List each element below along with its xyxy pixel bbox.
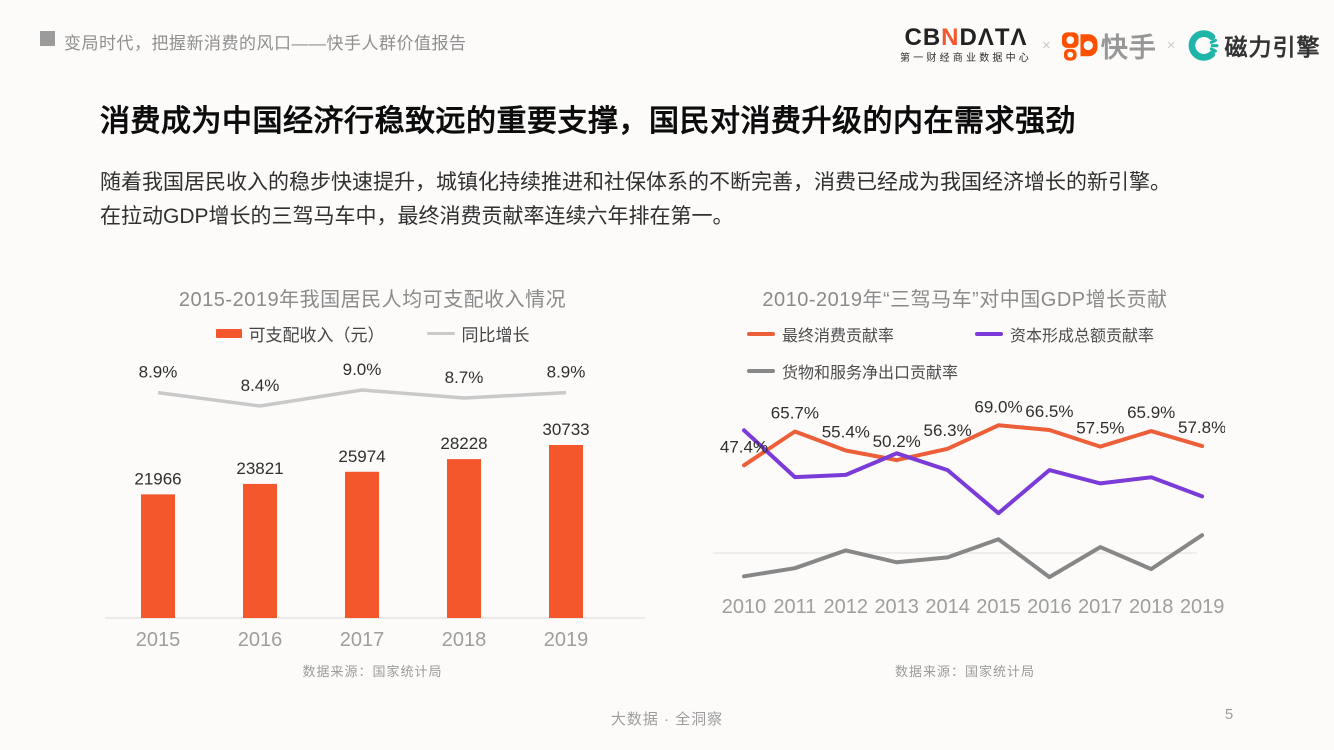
axis-year-label: 2019 <box>544 629 589 651</box>
cbndata-data: DΛTΛ <box>959 24 1028 51</box>
gdp-line-series-1 <box>742 428 1205 516</box>
cili-logo-icon <box>1188 29 1219 61</box>
section-marker-square <box>40 31 55 46</box>
legend-label: 资本形成总额贡献率 <box>1010 328 1155 345</box>
axis-year-label: 2018 <box>1129 596 1174 618</box>
consumption-value-label: 69.0% <box>974 397 1022 416</box>
bar-value-label: 25974 <box>338 447 385 466</box>
growth-value-label: 8.9% <box>547 363 586 382</box>
body-paragraph: 随着我国居民收入的稳步快速提升，城镇化持续推进和社保体系的不断完善，消费已经成为… <box>100 166 1260 234</box>
axis-year-label: 2019 <box>1180 596 1225 618</box>
axis-year-label: 2015 <box>136 629 181 651</box>
gdp-chart-legend: 最终消费贡献率 资本形成总额贡献率 货物和服务净出口贡献率 <box>747 322 1217 383</box>
line-swatch-icon <box>747 369 775 373</box>
kuaishou-logo: 快手 <box>1061 26 1157 65</box>
axis-year-label: 2016 <box>238 629 283 651</box>
bar-value-label: 28228 <box>440 434 487 453</box>
logo-row: CBNDΛTΛ 第一财经商业数据中心 × 快手 × <box>900 22 1321 68</box>
legend-label: 同比增长 <box>461 326 530 345</box>
consumption-value-label: 65.7% <box>771 403 819 422</box>
yoy-growth-line <box>157 388 567 408</box>
bar-value-label: 30733 <box>542 420 589 439</box>
footer-tagline: 大数据 · 全洞察 <box>610 711 724 728</box>
axis-year-label: 2017 <box>1078 596 1123 618</box>
legend-item-capital-formation: 资本形成总额贡献率 <box>975 322 1217 346</box>
growth-value-label: 8.9% <box>139 363 178 382</box>
legend-item-disposable-income: 可支配收入（元） <box>215 321 385 346</box>
axis-year-label: 2018 <box>442 629 487 651</box>
consumption-value-label: 47.4% <box>720 437 768 456</box>
report-title: 变局时代，把握新消费的风口——快手人群价值报告 <box>64 34 467 53</box>
axis-year-label: 2015 <box>976 596 1021 618</box>
bar-value-label: 21966 <box>134 469 181 488</box>
income-chart-title: 2015-2019年我国居民人均可支配收入情况 <box>178 289 567 311</box>
body-line-2: 在拉动GDP增长的三驾马车中，最终消费贡献率连续六年排在第一。 <box>100 205 734 228</box>
axis-year-label: 2013 <box>874 596 919 618</box>
body-line-1: 随着我国居民收入的稳步快速提升，城镇化持续推进和社保体系的不断完善，消费已经成为… <box>100 171 1171 194</box>
page-title: 消费成为中国经济行稳致远的重要支撑，国民对消费升级的内在需求强劲 <box>100 105 1076 138</box>
line-swatch-icon <box>975 332 1003 336</box>
income-chart-legend: 可支配收入（元） 同比增长 <box>95 321 650 346</box>
consumption-value-label: 66.5% <box>1025 402 1073 421</box>
consumption-value-label: 56.3% <box>923 421 971 440</box>
cbndata-logo: CBNDΛTΛ 第一财经商业数据中心 <box>900 26 1032 64</box>
line-swatch-icon <box>747 332 775 336</box>
axis-year-label: 2017 <box>340 629 385 651</box>
cbndata-cb: CB <box>904 24 942 51</box>
kuaishou-wordmark: 快手 <box>1100 32 1157 63</box>
income-bar-2015 <box>141 494 175 618</box>
consumption-value-label: 57.5% <box>1076 419 1124 438</box>
cbndata-subtitle: 第一财经商业数据中心 <box>900 53 1032 64</box>
line-swatch-icon <box>426 331 455 336</box>
growth-value-label: 9.0% <box>343 360 382 379</box>
growth-value-label: 8.7% <box>445 368 484 387</box>
axis-year-label: 2012 <box>824 596 869 618</box>
cbndata-wordmark: CBNDΛTΛ <box>904 26 1027 50</box>
income-bar-2017 <box>345 471 379 618</box>
axis-year-label: 2011 <box>773 596 816 618</box>
legend-item-consumption: 最终消费贡献率 <box>747 322 975 346</box>
axis-year-label: 2010 <box>722 596 767 618</box>
consumption-value-label: 65.9% <box>1127 403 1175 422</box>
income-bar-2018 <box>447 459 481 618</box>
legend-label: 可支配收入（元） <box>248 326 385 345</box>
multiply-separator: × <box>1166 36 1176 54</box>
gdp-chart-title: 2010-2019年“三驾马车”对中国GDP增长贡献 <box>762 289 1168 311</box>
income-bar-2016 <box>243 483 277 618</box>
consumption-value-label: 57.8% <box>1178 418 1225 437</box>
consumption-value-label: 50.2% <box>873 432 921 451</box>
kuaishou-logo-icon <box>1061 32 1098 61</box>
cili-wordmark: 磁力引擎 <box>1224 34 1321 60</box>
income-bar-2019 <box>549 445 583 618</box>
bar-swatch-icon <box>215 329 242 338</box>
income-chart-canvas: 21966 23821 25974 28228 30733 8.9% 8.4% 9.0% 8.7… <box>105 360 645 651</box>
income-chart-source: 数据来源：国家统计局 <box>302 664 443 679</box>
gdp-chart-source: 数据来源：国家统计局 <box>894 664 1035 679</box>
gdp-chart-canvas: 47.4%65.7%55.4%50.2%56.3%69.0% 66.5%57.5%… <box>713 397 1225 618</box>
multiply-separator: × <box>1042 36 1051 54</box>
page-number: 5 <box>1224 706 1234 723</box>
consumption-value-label: 55.4% <box>822 423 870 442</box>
legend-item-yoy-growth: 同比增长 <box>426 321 530 346</box>
legend-label: 货物和服务净出口贡献率 <box>782 365 959 382</box>
cbndata-n: N <box>941 24 960 51</box>
legend-item-net-exports: 货物和服务净出口贡献率 <box>747 359 975 383</box>
bar-value-label: 23821 <box>236 459 283 478</box>
legend-label: 最终消费贡献率 <box>782 328 895 345</box>
gdp-line-series-0 <box>742 423 1205 468</box>
growth-value-label: 8.4% <box>241 376 280 395</box>
axis-year-label: 2016 <box>1027 596 1072 618</box>
cili-engine-logo: 磁力引擎 <box>1186 28 1321 62</box>
gdp-line-series-2 <box>742 533 1205 580</box>
axis-year-label: 2014 <box>925 596 970 618</box>
